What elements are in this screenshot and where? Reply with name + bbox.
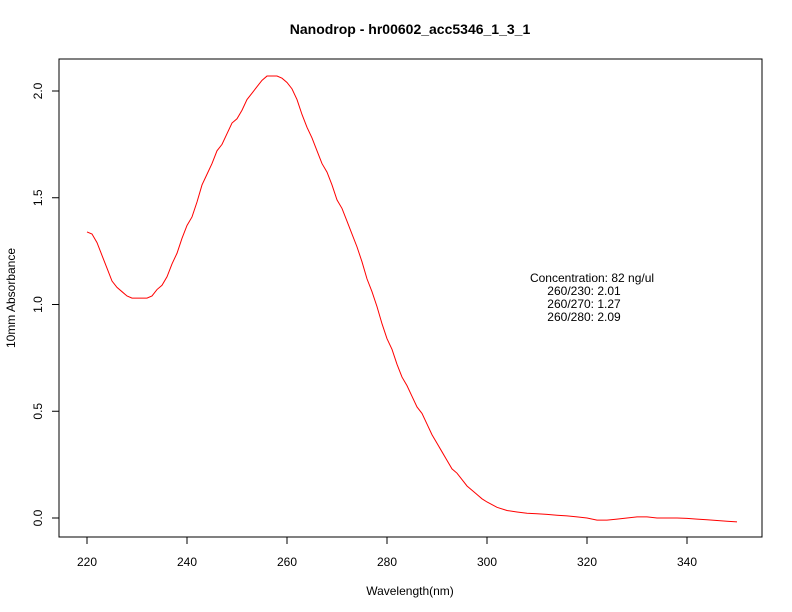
plot-frame — [58, 58, 763, 538]
y-axis: 0.0 0.5 1.0 1.5 2.0 — [31, 82, 60, 526]
x-tick-label: 260 — [277, 555, 297, 569]
y-tick-label: 1.0 — [31, 296, 45, 313]
annotation-260-230: 260/230: 2.01 — [547, 284, 621, 298]
chart-title: Nanodrop - hr00602_acc5346_1_3_1 — [290, 21, 531, 37]
x-tick-label: 220 — [77, 555, 97, 569]
annotation-concentration: Concentration: 82 ng/ul — [530, 271, 654, 285]
y-axis-label: 10mm Absorbance — [4, 248, 18, 348]
x-tick-label: 240 — [177, 555, 197, 569]
x-tick-label: 300 — [477, 555, 497, 569]
y-tick-label: 2.0 — [31, 82, 45, 99]
x-tick-label: 280 — [377, 555, 397, 569]
absorbance-series-line — [86, 75, 738, 523]
y-tick-label: 0.0 — [31, 509, 45, 526]
y-tick-label: 1.5 — [31, 189, 45, 206]
y-tick-label: 0.5 — [31, 403, 45, 420]
annotation-block: Concentration: 82 ng/ul 260/230: 2.01 26… — [530, 271, 654, 324]
x-axis-label: Wavelength(nm) — [366, 584, 454, 598]
x-axis: 220 240 260 280 300 320 340 — [77, 536, 697, 569]
annotation-260-280: 260/280: 2.09 — [547, 310, 621, 324]
annotation-260-270: 260/270: 1.27 — [547, 297, 621, 311]
x-tick-label: 340 — [677, 555, 697, 569]
x-tick-label: 320 — [577, 555, 597, 569]
